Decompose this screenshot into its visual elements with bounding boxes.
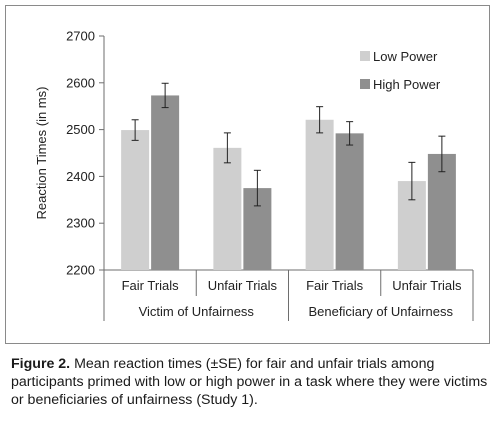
y-tick-label: 2400 [66,169,95,184]
caption-label: Figure 2. [11,356,71,372]
y-tick-label: 2500 [66,122,95,137]
y-axis-title: Reaction Times (in ms) [34,87,49,220]
x-category-label: Fair Trials [306,278,364,293]
bar [335,133,364,270]
legend-swatch [360,79,370,89]
legend-label: Low Power [373,49,438,64]
x-group-label: Victim of Unfairness [139,304,255,319]
bar-chart: 2200 2300 2400 2500 2600 2700 Reaction Times (… [34,29,474,321]
y-tick-label: 2600 [66,75,95,90]
bar [213,147,242,270]
y-tick-label: 2700 [66,29,95,44]
bar [305,119,334,270]
legend-swatch [360,51,370,61]
caption-text: Mean reaction times (±SE) for fair and u… [11,356,488,408]
x-category-label: Unfair Trials [392,278,462,293]
bar [151,95,180,270]
x-category-label: Fair Trials [122,278,180,293]
legend-label: High Power [373,77,441,92]
chart-frame [5,5,490,344]
bar [121,130,150,270]
y-tick-label: 2300 [66,216,95,231]
x-group-label: Beneficiary of Unfairness [308,304,453,319]
bar [427,153,456,270]
x-category-label: Unfair Trials [208,278,278,293]
y-tick-label: 2200 [66,263,95,278]
figure-caption: Figure 2. Mean reaction times (±SE) for … [11,355,491,409]
